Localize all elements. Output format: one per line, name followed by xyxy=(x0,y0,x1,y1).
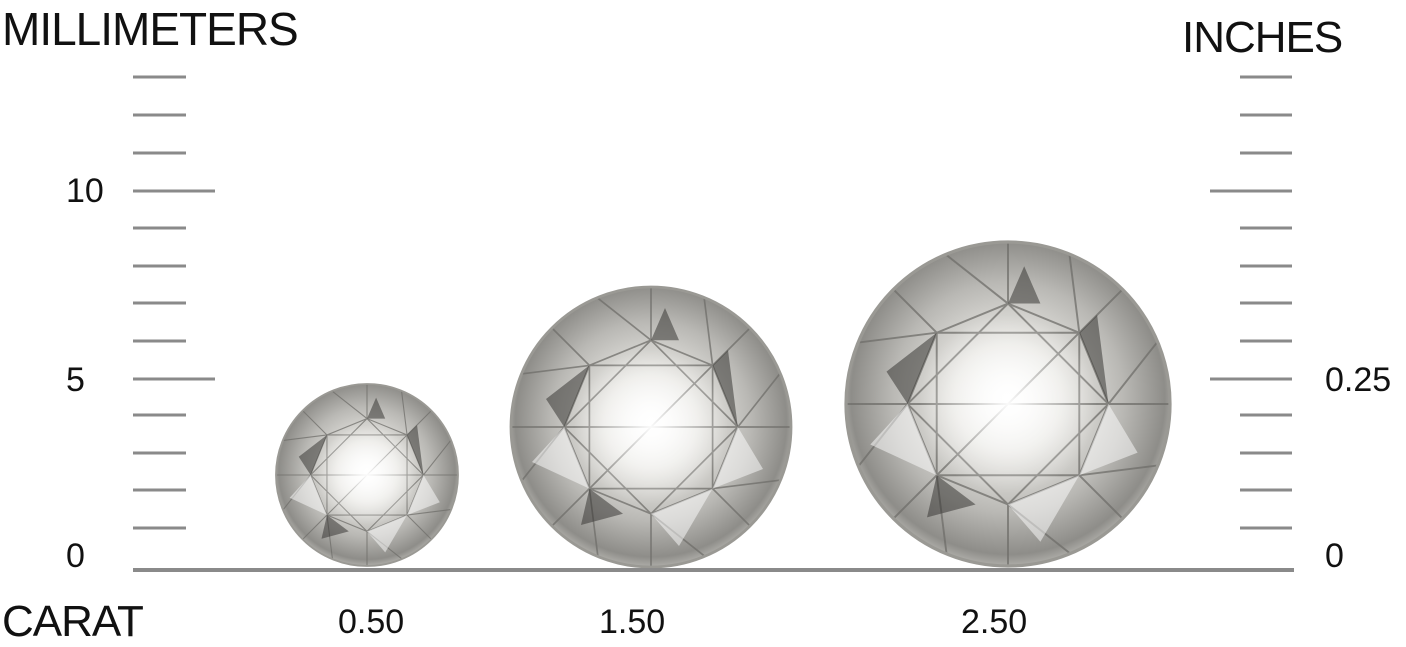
right-ruler xyxy=(1210,75,1292,530)
carat-title: CARAT xyxy=(2,597,144,646)
carat-value-0-50: 0.50 xyxy=(338,603,405,641)
millimeters-axis-title: MILLIMETERS xyxy=(2,3,299,55)
mm-label-5: 5 xyxy=(66,361,85,399)
inch-label-0-25: 0.25 xyxy=(1325,361,1392,399)
carat-value-2-50: 2.50 xyxy=(961,603,1028,641)
mm-label-0: 0 xyxy=(66,537,85,575)
inches-axis-title: INCHES xyxy=(1182,13,1343,62)
left-ruler xyxy=(133,75,215,530)
mm-label-10: 10 xyxy=(66,172,104,210)
carat-value-1-50: 1.50 xyxy=(599,603,666,641)
inch-label-0: 0 xyxy=(1325,537,1344,575)
diamond-0-50-carat xyxy=(276,384,458,566)
diamond-1-50-carat xyxy=(511,287,791,567)
diamond-2-50-carat xyxy=(846,242,1170,566)
